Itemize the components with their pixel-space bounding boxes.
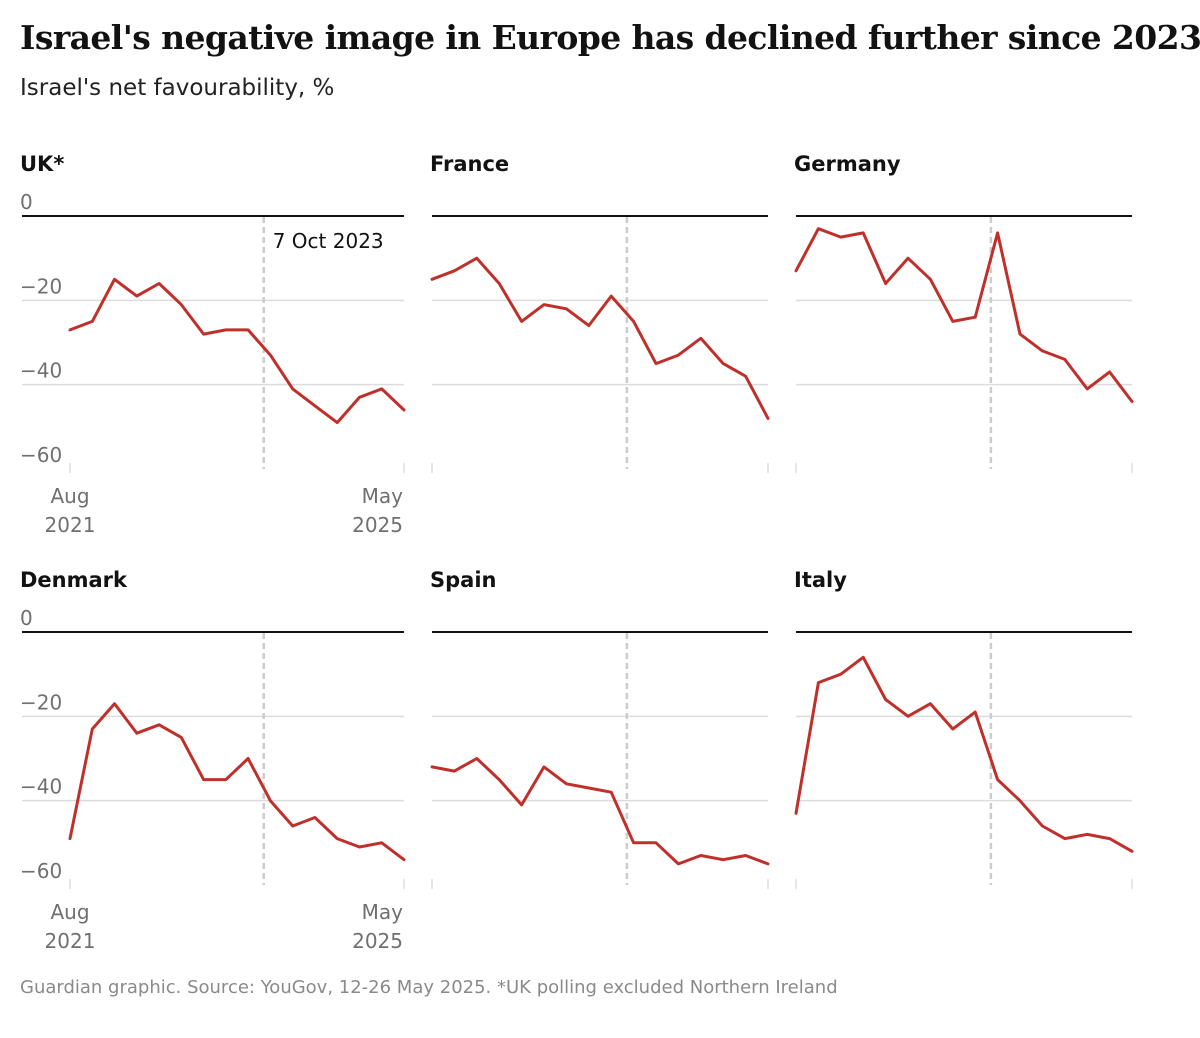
panel-title: Italy — [794, 568, 847, 592]
x-end-label: May — [362, 484, 404, 508]
series-line — [430, 256, 770, 420]
x-end-label: 2025 — [352, 929, 403, 953]
chart-panel: UK* 0 −20 −40 −60 7 Oct 2023 Aug 2021 May 2025 — [20, 152, 406, 537]
chart-panel: Spain — [430, 568, 770, 889]
series-line — [794, 655, 1134, 853]
chart-panel: Germany — [794, 152, 1134, 473]
x-start-label: 2021 — [45, 513, 96, 537]
y-tick-label: 0 — [20, 190, 33, 214]
y-tick-label: −40 — [20, 775, 62, 799]
y-tick-label: −60 — [20, 443, 62, 467]
x-start-label: Aug — [50, 484, 89, 508]
panel-title: France — [430, 152, 509, 176]
marker-annotation: 7 Oct 2023 — [273, 229, 384, 253]
panel-title: Denmark — [20, 568, 128, 592]
y-tick-label: 0 — [20, 606, 33, 630]
x-end-label: May — [362, 900, 404, 924]
series-line — [794, 227, 1134, 403]
x-end-label: 2025 — [352, 513, 403, 537]
source-footer: Guardian graphic. Source: YouGov, 12-26 … — [20, 977, 838, 998]
chart-panel: Denmark 0 −20 −40 −60 Aug 2021 May 2025 — [20, 568, 406, 953]
x-start-label: Aug — [50, 900, 89, 924]
series-line — [430, 757, 770, 866]
series-line — [68, 702, 406, 862]
panel-title: Germany — [794, 152, 901, 176]
x-start-label: 2021 — [45, 929, 96, 953]
panel-title: Spain — [430, 568, 496, 592]
panel-title: UK* — [20, 152, 64, 176]
y-tick-label: −40 — [20, 359, 62, 383]
chart-subtitle: Israel's net favourability, % — [20, 75, 335, 101]
chart-panel: France — [430, 152, 770, 473]
chart-title: Israel's negative image in Europe has de… — [20, 18, 1200, 57]
series-line — [68, 277, 406, 425]
y-tick-label: −60 — [20, 859, 62, 883]
y-tick-label: −20 — [20, 690, 62, 714]
chart-panel: Italy — [794, 568, 1134, 889]
y-tick-label: −20 — [20, 274, 62, 298]
